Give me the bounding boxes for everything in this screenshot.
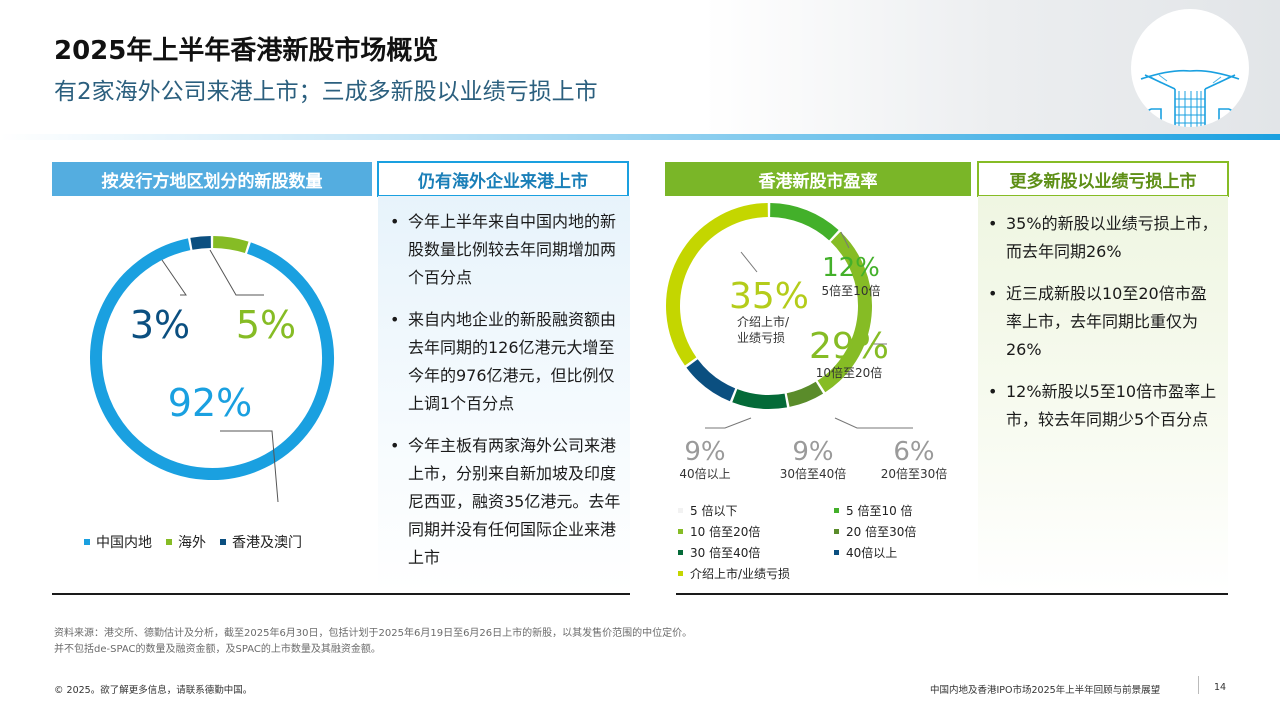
pe-legend-item: 20 倍至30倍 <box>834 523 916 540</box>
pe-chart-header: 香港新股市盈率 <box>665 162 971 196</box>
pe-legend-swatch <box>834 529 839 534</box>
pe-sublabel-1: 10倍至20倍 <box>816 365 883 380</box>
legend-label-overseas: 海外 <box>178 535 206 551</box>
loss-bullet-list: 35%的新股以业绩亏损上市，而去年同期26% 近三成新股以10至20倍市盈率上市… <box>986 210 1220 448</box>
pe-slice-1 <box>817 231 872 393</box>
loss-bullet: 12%新股以5至10倍市盈率上市，较去年同期少5个百分点 <box>986 378 1220 434</box>
donut-slice-1 <box>212 236 249 254</box>
pe-sublabel-5-b: 业绩亏损 <box>737 331 785 345</box>
loss-header: 更多新股以业绩亏损上市 <box>977 161 1229 197</box>
pe-leader-line <box>705 417 752 429</box>
overseas-bullet: 今年上半年来自中国内地的新股数量比例较去年同期增加两个百分点 <box>388 208 624 292</box>
pe-slice-0 <box>769 203 839 241</box>
overseas-bullet-list: 今年上半年来自中国内地的新股数量比例较去年同期增加两个百分点 来自内地企业的新股… <box>388 208 624 586</box>
data-label-1: 5% <box>236 303 296 347</box>
page-title: 2025年上半年香港新股市场概览 <box>54 36 439 66</box>
pe-legend-label: 10 倍至20倍 <box>690 525 761 539</box>
region-legend: 中国内地 海外 香港及澳门 <box>84 532 302 552</box>
pe-slice-2 <box>786 381 824 407</box>
leader-line <box>220 430 279 503</box>
loss-bullet: 近三成新股以10至20倍市盈率上市，去年同期比重仅为26% <box>986 280 1220 364</box>
pe-legend-swatch <box>678 550 683 555</box>
page-subtitle: 有2家海外公司来港上市；三成多新股以业绩亏损上市 <box>54 79 598 105</box>
pe-legend-label: 40倍以上 <box>846 546 898 560</box>
legend-item-hk-macau: 香港及澳门 <box>220 532 302 552</box>
loss-bullet: 35%的新股以业绩亏损上市，而去年同期26% <box>986 210 1220 266</box>
legend-item-overseas: 海外 <box>166 532 206 552</box>
pe-leader-line <box>840 231 850 249</box>
pe-legend-label: 介绍上市/业绩亏损 <box>690 567 791 581</box>
pe-slice-3 <box>732 389 788 409</box>
overseas-bullet: 今年主板有两家海外公司来港上市，分别来自新加坡及印度尼西亚，融资35亿港元。去年… <box>388 432 624 572</box>
region-chart-header: 按发行方地区划分的新股数量 <box>52 162 372 196</box>
pe-legend-item: 40倍以上 <box>834 544 897 561</box>
copyright: © 2025。欲了解更多信息，请联系德勤中国。 <box>54 685 253 696</box>
donut-slice-0 <box>90 238 334 480</box>
pe-legend-swatch <box>678 571 683 576</box>
page-number: 14 <box>1214 682 1227 693</box>
legend-label-hk-macau: 香港及澳门 <box>232 535 302 551</box>
legend-swatch-mainland <box>84 539 90 545</box>
building-icon <box>1136 69 1244 127</box>
pe-sublabel-4: 40倍以上 <box>679 466 730 481</box>
source-line-1: 资料来源：港交所、德勤估计及分析，截至2025年6月30日，包括计划于2025年… <box>54 628 693 639</box>
pe-legend-item: 10 倍至20倍 <box>678 523 760 540</box>
source-line-2: 并不包括de-SPAC的数量及融资金额，及SPAC的上市数量及其融资金额。 <box>54 644 381 655</box>
data-label-2: 3% <box>130 303 190 347</box>
overseas-bullet: 来自内地企业的新股融资额由去年同期的126亿港元大增至今年的976亿港元，但比例… <box>388 306 624 418</box>
left-section-rule <box>52 593 630 595</box>
pe-data-label-1: 29% <box>809 326 889 367</box>
pe-slice-4 <box>686 359 736 402</box>
pe-legend-swatch <box>678 508 683 513</box>
pe-data-label-0: 12% <box>822 253 880 283</box>
pe-leader-line <box>740 251 758 273</box>
region-donut-chart: 92% 5% 3% <box>90 236 334 503</box>
pe-legend-item: 5 倍至10 倍 <box>834 502 913 519</box>
legend-label-mainland: 中国内地 <box>96 535 152 551</box>
source-note: 资料来源：港交所、德勤估计及分析，截至2025年6月30日，包括计划于2025年… <box>54 626 692 658</box>
pe-sublabel-0: 5倍至10倍 <box>822 283 881 298</box>
pe-legend-item: 30 倍至40倍 <box>678 544 760 561</box>
data-label-0: 92% <box>168 381 252 425</box>
pe-data-label-2: 6% <box>893 437 934 467</box>
legend-item-mainland: 中国内地 <box>84 532 152 552</box>
pe-donut-chart: 12%5倍至10倍29%10倍至20倍6%20倍至30倍9%30倍至40倍9%4… <box>666 203 948 481</box>
footer-separator <box>1198 676 1199 694</box>
overseas-header: 仍有海外企业来港上市 <box>377 161 629 197</box>
pe-legend-swatch <box>834 550 839 555</box>
pe-leader-line <box>834 417 913 429</box>
pe-sublabel-3: 30倍至40倍 <box>780 466 847 481</box>
pe-slice-5 <box>666 203 768 366</box>
pe-data-label-5: 35% <box>729 276 809 317</box>
pe-data-label-3: 9% <box>792 437 833 467</box>
pe-sublabel-2: 20倍至30倍 <box>881 466 948 481</box>
donut-slice-2 <box>190 236 212 250</box>
pe-sublabel-5: 介绍上市/ <box>737 314 790 329</box>
header-divider <box>0 134 1280 140</box>
pe-legend-swatch <box>678 529 683 534</box>
leader-line <box>161 259 187 296</box>
hkex-building-logo <box>1131 9 1249 127</box>
pe-legend-item: 介绍上市/业绩亏损 <box>678 565 790 582</box>
legend-swatch-overseas <box>166 539 172 545</box>
pe-legend-label: 20 倍至30倍 <box>846 525 917 539</box>
right-section-rule <box>676 593 1228 595</box>
pe-data-label-4: 9% <box>684 437 725 467</box>
leader-line <box>209 249 264 296</box>
report-title: 中国内地及香港IPO市场2025年上半年回顾与前景展望 <box>930 685 1161 696</box>
pe-legend-swatch <box>834 508 839 513</box>
pe-legend-label: 30 倍至40倍 <box>690 546 761 560</box>
pe-legend-item: 5 倍以下 <box>678 502 737 519</box>
legend-swatch-hk-macau <box>220 539 226 545</box>
pe-legend-label: 5 倍以下 <box>690 504 738 518</box>
header-background <box>0 0 1280 136</box>
pe-legend-label: 5 倍至10 倍 <box>846 504 913 518</box>
